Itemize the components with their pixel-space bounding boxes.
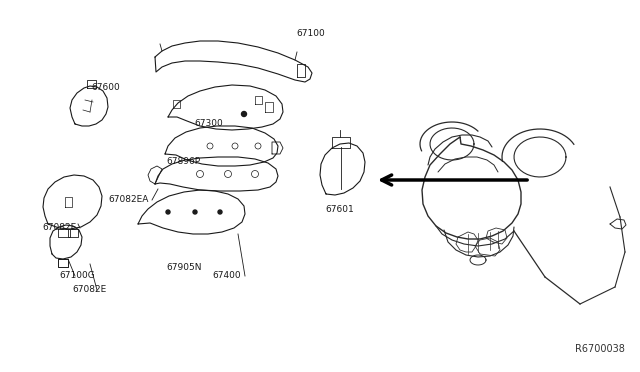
Text: 67300: 67300 <box>194 119 223 128</box>
Text: R6700038: R6700038 <box>575 344 625 354</box>
Text: 67600: 67600 <box>91 83 120 92</box>
Text: 67100G: 67100G <box>59 272 95 280</box>
Circle shape <box>193 210 197 214</box>
Text: 67100: 67100 <box>296 29 324 38</box>
Text: 67082EA: 67082EA <box>108 196 148 205</box>
Text: 67400: 67400 <box>212 272 241 280</box>
Circle shape <box>218 210 222 214</box>
Text: 67896P: 67896P <box>166 157 200 167</box>
Text: 67082E: 67082E <box>72 285 106 295</box>
Circle shape <box>241 112 246 116</box>
Text: 67601: 67601 <box>325 205 354 215</box>
Text: 67082E: 67082E <box>42 224 76 232</box>
Text: 67905N: 67905N <box>166 263 202 273</box>
Circle shape <box>166 210 170 214</box>
